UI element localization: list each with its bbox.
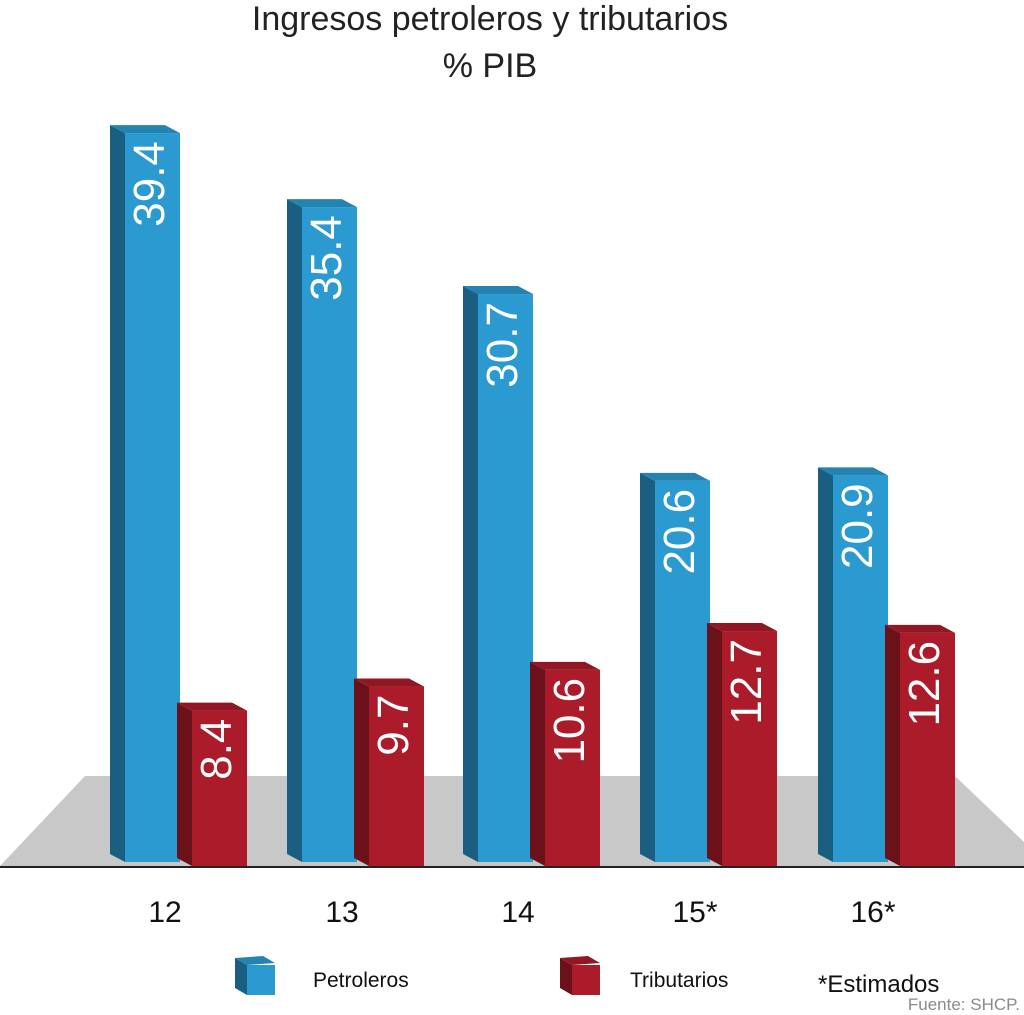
bar-top	[110, 125, 180, 134]
bar	[818, 467, 888, 862]
x-tick-label: 15*	[672, 896, 717, 929]
bar-front	[369, 686, 424, 866]
bar-front	[833, 475, 888, 862]
bar-top	[354, 678, 424, 687]
bar-top	[885, 624, 955, 633]
bar	[463, 286, 533, 862]
bar-front	[545, 669, 600, 866]
legend-label: Tributarios	[630, 969, 728, 992]
legend-label: Petroleros	[313, 969, 409, 992]
bar-side	[818, 467, 833, 862]
legend-side	[235, 958, 247, 995]
legend-front	[572, 965, 600, 995]
x-tick-label: 14	[501, 896, 534, 929]
bar-front	[125, 133, 180, 863]
x-tick-label: 12	[148, 896, 181, 929]
bar-side	[110, 125, 125, 863]
value-label: 35.4	[302, 215, 351, 301]
value-label: 9.7	[369, 695, 418, 756]
bar-front	[192, 710, 247, 866]
legend-front	[247, 965, 275, 995]
value-label: 20.6	[655, 489, 704, 575]
value-label: 12.6	[900, 641, 949, 727]
bar-front	[478, 294, 533, 862]
chart-title: Ingresos petroleros y tributarios	[252, 0, 728, 38]
bar	[640, 472, 710, 862]
bar	[287, 199, 357, 863]
bar-side	[885, 624, 900, 866]
bar	[354, 678, 424, 866]
legend-side	[560, 958, 572, 995]
bar	[110, 125, 180, 863]
bar	[707, 623, 777, 866]
bar	[530, 661, 600, 866]
bar-top	[530, 661, 600, 670]
bar-front	[655, 480, 710, 862]
value-label: 30.7	[478, 302, 527, 388]
bar-top	[287, 199, 357, 208]
bar-top	[707, 623, 777, 632]
source: Fuente: SHCP.	[908, 995, 1020, 1014]
value-label: 20.9	[833, 483, 882, 569]
note: *Estimados	[818, 971, 939, 998]
legend-swatch	[560, 956, 600, 995]
bar-front	[302, 207, 357, 863]
bar-front	[900, 632, 955, 866]
bar-side	[177, 702, 192, 866]
bar-top	[463, 286, 533, 295]
chart-subtitle: % PIB	[443, 47, 537, 85]
legend-top	[235, 956, 275, 965]
bar	[177, 702, 247, 866]
bar-side	[287, 199, 302, 863]
bar-top	[818, 467, 888, 476]
bar-side	[530, 661, 545, 866]
value-label: 12.7	[722, 639, 771, 725]
legend-top	[560, 956, 600, 965]
bar	[885, 624, 955, 866]
bar-top	[640, 472, 710, 481]
bar-side	[354, 678, 369, 866]
value-label: 10.6	[545, 678, 594, 764]
bar-top	[177, 702, 247, 711]
bar-side	[707, 623, 722, 866]
x-tick-label: 16*	[850, 896, 895, 929]
value-label: 8.4	[192, 719, 241, 780]
x-tick-label: 13	[325, 896, 358, 929]
bar-side	[463, 286, 478, 862]
bar-side	[640, 472, 655, 862]
value-label: 39.4	[125, 141, 174, 227]
bar-front	[722, 631, 777, 866]
legend-swatch	[235, 956, 275, 995]
